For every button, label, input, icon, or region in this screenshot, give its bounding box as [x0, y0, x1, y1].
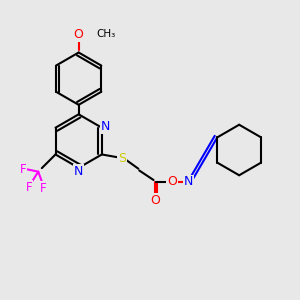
Text: O: O [74, 28, 84, 41]
Text: F: F [40, 182, 47, 194]
Text: F: F [26, 181, 32, 194]
Text: O: O [167, 175, 177, 188]
Text: N: N [184, 175, 193, 188]
Text: N: N [74, 165, 83, 178]
Text: O: O [150, 194, 160, 207]
Text: F: F [20, 163, 26, 176]
Text: N: N [101, 120, 110, 133]
Text: CH₃: CH₃ [96, 29, 115, 39]
Text: S: S [118, 152, 126, 164]
